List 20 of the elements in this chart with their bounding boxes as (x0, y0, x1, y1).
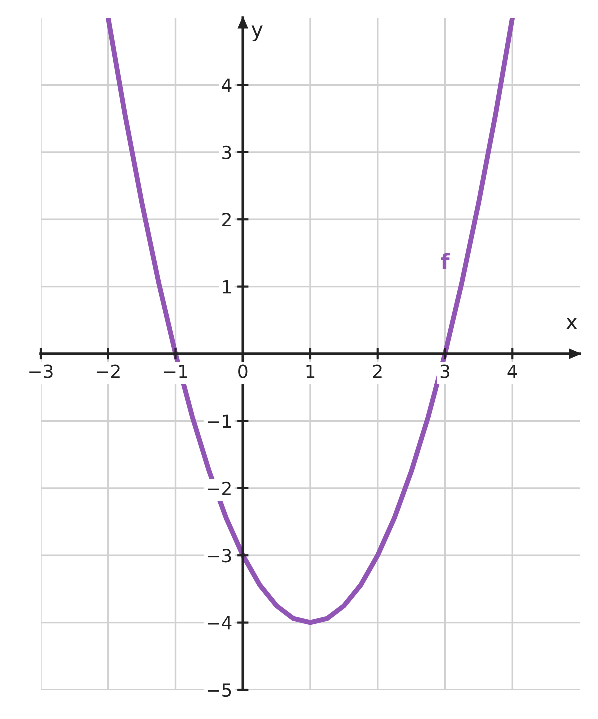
series-label: f (441, 253, 450, 270)
x-tick-label: 3 (440, 364, 450, 378)
x-tick-label: 4 (508, 364, 518, 378)
x-tick-label: −3 (30, 364, 53, 378)
y-tick-label: −2 (208, 482, 231, 496)
y-tick-label: 1 (223, 280, 232, 294)
y-tick-label: −1 (208, 414, 232, 428)
x-tick-label: 1 (306, 364, 315, 378)
x-tick-label: −1 (164, 364, 188, 378)
y-tick-label: −3 (208, 549, 232, 563)
x-tick-label: 0 (238, 364, 248, 378)
x-axis-title: x (566, 318, 578, 330)
y-tick-label: −4 (208, 616, 232, 630)
y-tick-label: 3 (222, 146, 232, 160)
y-tick-label: −5 (208, 684, 232, 698)
y-tick-label: 4 (222, 78, 232, 92)
y-axis-title: y (252, 26, 263, 42)
x-tick-label: −2 (96, 364, 120, 378)
y-tick-label: 2 (222, 213, 231, 226)
x-tick-label: 2 (373, 364, 382, 378)
